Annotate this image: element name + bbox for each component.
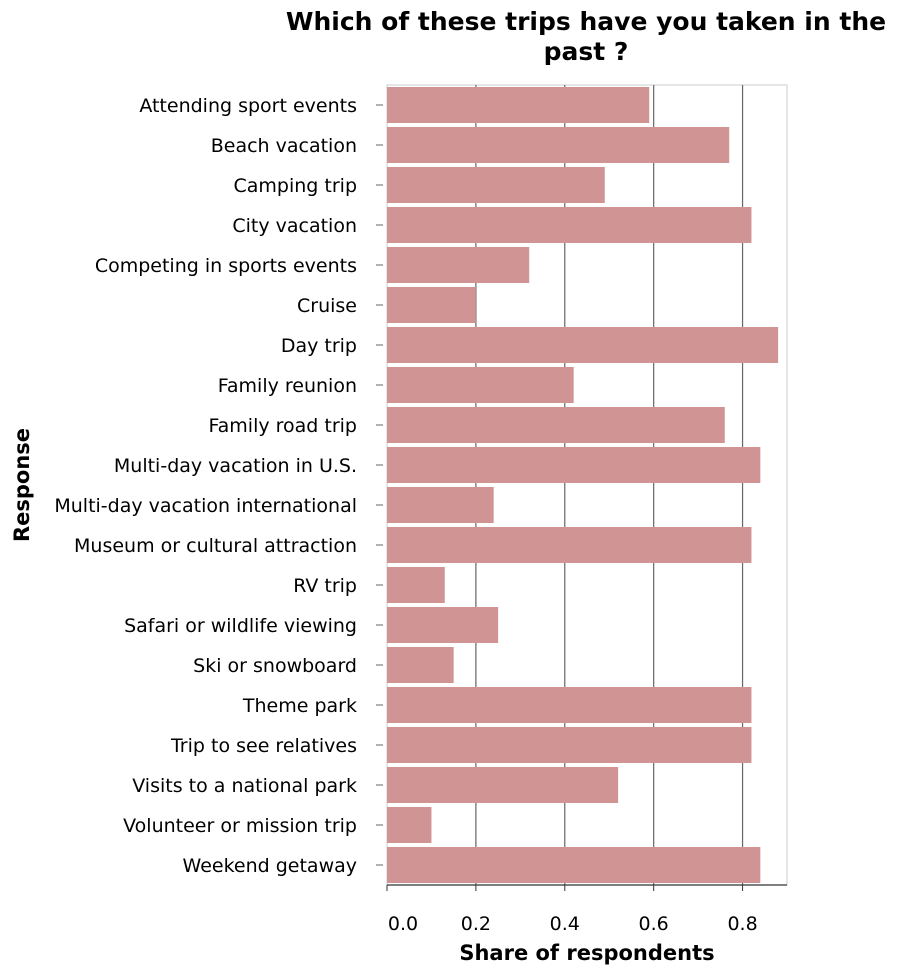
x-tick-label: 0.0 xyxy=(388,913,418,935)
x-tick-label: 0.4 xyxy=(550,913,580,935)
category-label: Volunteer or mission trip xyxy=(123,815,357,837)
y-axis-title: Response xyxy=(10,428,34,542)
category-label: Beach vacation xyxy=(211,135,357,157)
bar xyxy=(387,487,494,523)
x-ticks: 0.0 0.2 0.4 0.6 0.8 xyxy=(386,885,758,935)
bar xyxy=(387,127,730,163)
category-label: Trip to see relatives xyxy=(170,735,357,757)
category-label: City vacation xyxy=(232,215,357,237)
category-label: Visits to a national park xyxy=(132,775,357,797)
bar xyxy=(387,87,650,123)
category-label: Family road trip xyxy=(208,415,357,437)
category-label: Safari or wildlife viewing xyxy=(124,615,357,637)
plot-area xyxy=(386,84,788,886)
bar xyxy=(387,287,476,323)
category-label: Attending sport events xyxy=(139,95,357,117)
bars xyxy=(387,87,779,883)
category-label: Day trip xyxy=(281,335,357,357)
x-tick-label: 0.8 xyxy=(727,913,757,935)
bar xyxy=(387,367,574,403)
category-label: Ski or snowboard xyxy=(193,655,357,677)
category-label: Weekend getaway xyxy=(183,855,357,877)
category-label: Theme park xyxy=(242,695,357,717)
bar xyxy=(387,847,761,883)
bar xyxy=(387,767,619,803)
x-tick-label: 0.2 xyxy=(461,913,491,935)
category-label: Multi-day vacation international xyxy=(54,495,357,517)
category-label: Museum or cultural attraction xyxy=(74,535,357,557)
category-label: Family reunion xyxy=(218,375,357,397)
x-tick-label: 0.6 xyxy=(639,913,669,935)
bar xyxy=(387,607,499,643)
bar xyxy=(387,567,445,603)
bar xyxy=(387,687,752,723)
bar xyxy=(387,727,752,763)
bar xyxy=(387,447,761,483)
category-label: RV trip xyxy=(293,575,357,597)
bar xyxy=(387,807,432,843)
bar xyxy=(387,527,752,563)
category-label: Cruise xyxy=(297,295,357,317)
x-axis-title: Share of respondents xyxy=(459,941,714,965)
bar xyxy=(387,207,752,243)
bar xyxy=(387,247,530,283)
category-labels: Attending sport events Beach vacation Camp… xyxy=(54,95,383,877)
bar xyxy=(387,407,725,443)
chart-title-line-1: Which of these trips have you taken in t… xyxy=(286,7,886,36)
bar xyxy=(387,647,454,683)
bar xyxy=(387,327,779,363)
chart-title-line-2: past ? xyxy=(544,37,629,66)
category-label: Camping trip xyxy=(234,175,358,197)
category-label: Competing in sports events xyxy=(95,255,357,277)
category-label: Multi-day vacation in U.S. xyxy=(114,455,357,477)
bar xyxy=(387,167,605,203)
